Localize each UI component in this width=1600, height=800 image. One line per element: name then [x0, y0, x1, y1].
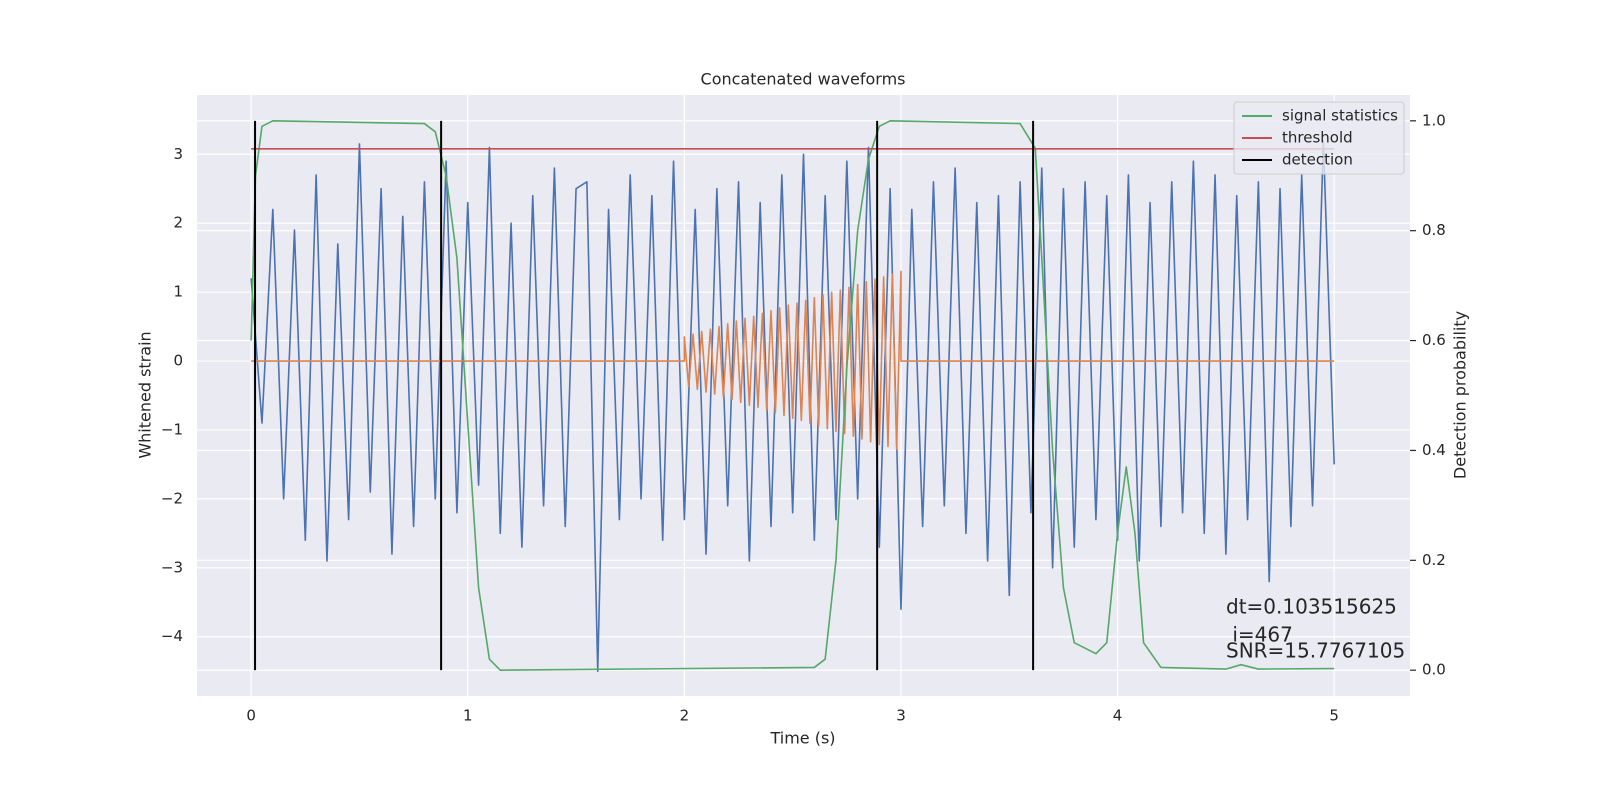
y-tick-label: 2 [173, 214, 183, 232]
y2-tick-label: 1.0 [1422, 111, 1446, 129]
y-tick-label: 3 [173, 145, 183, 163]
y-axis-label: Whitened strain [136, 331, 155, 458]
x-tick-label: 5 [1329, 707, 1339, 725]
y2-axis-label: Detection probability [1451, 311, 1470, 479]
annotation: dt=0.103515625 [1226, 595, 1397, 619]
x-axis-label: Time (s) [769, 729, 835, 748]
x-tick-label: 2 [680, 707, 690, 725]
y-tick-label: −1 [161, 420, 183, 438]
y2-tick-label: 0.8 [1422, 221, 1446, 239]
annotation: SNR=15.7767105 [1226, 639, 1405, 663]
y-tick-label: −2 [161, 489, 183, 507]
x-tick-label: 4 [1113, 707, 1123, 725]
y-tick-label: −4 [161, 627, 183, 645]
series-line [250, 120, 1335, 671]
y-tick-label: 1 [173, 283, 183, 301]
series-line [250, 139, 1335, 672]
legend-label: threshold [1282, 129, 1353, 147]
legend-label: signal statistics [1282, 107, 1398, 125]
y-tick-label: 0 [173, 352, 183, 370]
y2-tick-label: 0.2 [1422, 551, 1446, 569]
chart-title: Concatenated waveforms [701, 70, 906, 89]
y2-tick-label: 0.4 [1422, 441, 1446, 459]
y-tick-label: −3 [161, 558, 183, 576]
y2-tick-label: 0.6 [1422, 331, 1446, 349]
legend-label: detection [1282, 151, 1353, 169]
series-line [251, 270, 1335, 451]
x-tick-label: 1 [463, 707, 473, 725]
annotation: i=467 [1226, 623, 1293, 647]
x-tick-label: 3 [896, 707, 906, 725]
legend-box [1233, 101, 1405, 175]
y2-tick-label: 0.0 [1422, 661, 1446, 679]
x-tick-label: 0 [246, 707, 256, 725]
